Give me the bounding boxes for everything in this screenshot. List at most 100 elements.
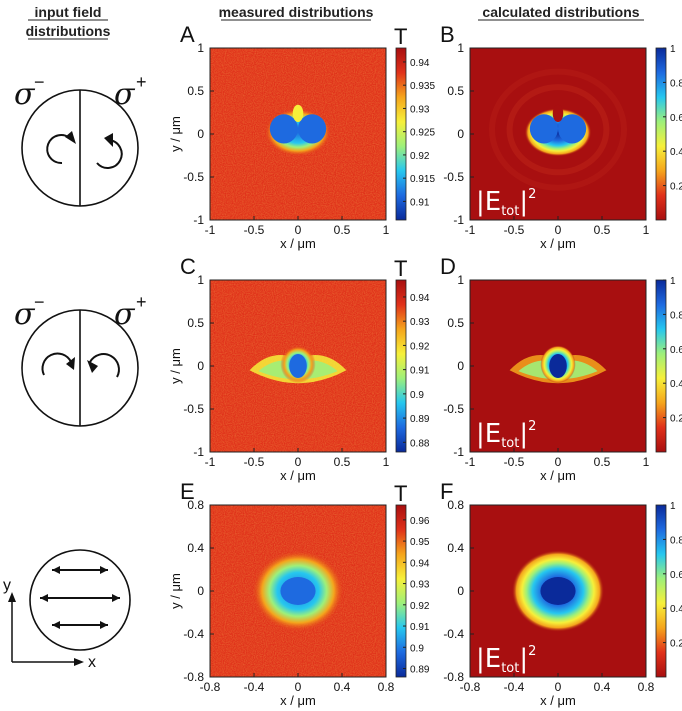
colorbar-tick-label: 0.94 xyxy=(410,293,430,304)
arrowhead-icon xyxy=(52,621,60,629)
colorbar-tick-label: 0.94 xyxy=(410,58,430,69)
x-tick-label: 0.4 xyxy=(334,680,351,694)
x-tick-label: 0 xyxy=(295,223,302,237)
arrowhead-icon xyxy=(65,131,76,144)
y-axis-label: y / μm xyxy=(168,348,183,384)
etot-close: | xyxy=(519,644,528,674)
colorbar-tick-label: 0.92 xyxy=(410,341,430,352)
y-tick-label: 1 xyxy=(457,41,464,55)
x-axis-label: x / μm xyxy=(280,468,316,483)
arrowhead-icon xyxy=(112,594,120,602)
colorbar-tick-label: 0.935 xyxy=(410,81,435,92)
x-tick-label: 0 xyxy=(295,455,302,469)
x-axis-label: x / μm xyxy=(280,236,316,251)
input-header-line2: distributions xyxy=(26,23,111,39)
x-tick-label: -0.4 xyxy=(244,680,265,694)
y-tick-label: -0.5 xyxy=(183,170,204,184)
colorbar-tick-label: 0.6 xyxy=(670,113,682,124)
y-tick-label: -0.8 xyxy=(443,670,464,684)
x-tick-label: 0.8 xyxy=(378,680,395,694)
colorbar-tick-label: 0.92 xyxy=(410,151,430,162)
y-tick-label: -0.8 xyxy=(183,670,204,684)
etot-sub: tot xyxy=(501,436,519,451)
colorbar-tick-label: 0.2 xyxy=(670,414,682,425)
x-tick-label: -0.5 xyxy=(504,455,525,469)
arrowhead-icon xyxy=(100,566,108,574)
etot-annotation: |Etot|2 xyxy=(476,644,536,676)
x-tick-label: 0 xyxy=(555,223,562,237)
y-tick-label: 1 xyxy=(197,273,204,287)
etot-annotation: |Etot|2 xyxy=(476,419,536,451)
spot-core xyxy=(540,577,576,605)
arrowhead-icon xyxy=(8,592,16,602)
colorbar xyxy=(655,279,667,453)
counterclockwise-arrow-icon xyxy=(96,139,123,169)
colorbar-tick-label: 0.96 xyxy=(410,516,430,527)
spot-core xyxy=(280,577,316,605)
panels: A -1 -0.5 0 0.5 1 x / μm 1 0.5 0 -0.5 -1 y / μm 0.94 0… xyxy=(168,22,682,708)
arrowhead-icon xyxy=(66,357,75,370)
colorbar xyxy=(655,504,667,678)
panel-letter: F xyxy=(440,479,453,504)
x-tick-label: -0.8 xyxy=(200,680,221,694)
colorbar-tick-label: 0.91 xyxy=(410,197,430,208)
lobe-left xyxy=(529,114,558,144)
panel-b: B -1 -0.5 0 0.5 1 x / μm 1 0.5 0 -0.5 -1 1 0.8 0.6 0.4 0… xyxy=(440,22,682,251)
colorbar-tick-label: 0.8 xyxy=(670,535,682,546)
colorbar-tick-label: 0.95 xyxy=(410,537,430,548)
y-tick-label: 0 xyxy=(197,584,204,598)
x-tick-label: -1 xyxy=(205,223,216,237)
y-tick-label: -0.5 xyxy=(443,402,464,416)
colorbar-title: T xyxy=(394,481,407,506)
y-tick-label: 0 xyxy=(457,584,464,598)
notch xyxy=(552,104,564,122)
colorbar-tick-label: 0.2 xyxy=(670,182,682,193)
sigma-plus-sup: + xyxy=(136,72,147,92)
colorbar-title: T xyxy=(394,24,407,49)
x-tick-label: 1 xyxy=(383,223,390,237)
heatmap-field xyxy=(210,48,386,220)
y-tick-label: 0.5 xyxy=(187,84,204,98)
colorbar-tick-label: 0.89 xyxy=(410,665,430,676)
etot-main: |E xyxy=(476,644,501,674)
lobe-right xyxy=(558,114,587,144)
input-diagram-1: σ − σ + xyxy=(14,72,147,207)
y-tick-label: 0.5 xyxy=(447,84,464,98)
y-tick-label: 1 xyxy=(457,273,464,287)
y-axis-label: y / μm xyxy=(168,573,183,609)
colorbar-tick-label: 0.8 xyxy=(670,78,682,89)
y-tick-label: 0.5 xyxy=(187,316,204,330)
arrowhead-icon xyxy=(40,594,48,602)
heatmap-field xyxy=(210,280,386,452)
sigma-plus-label: σ xyxy=(114,77,136,112)
sigma-minus-sup: − xyxy=(34,292,45,312)
colorbar-tick-label: 0.2 xyxy=(670,639,682,650)
x-tick-label: 1 xyxy=(643,455,650,469)
arrowhead-icon xyxy=(52,566,60,574)
colorbar xyxy=(395,504,407,678)
colorbar-tick-label: 0.6 xyxy=(670,345,682,356)
colorbar-tick-label: 0.91 xyxy=(410,366,430,377)
y-tick-label: 0.4 xyxy=(447,541,464,555)
colorbar-tick-label: 1 xyxy=(670,501,676,512)
etot-sub: tot xyxy=(501,204,519,219)
input-header-line1: input field xyxy=(35,4,102,20)
etot-sup: 2 xyxy=(528,644,536,659)
x-tick-label: 0 xyxy=(555,455,562,469)
panel-letter: C xyxy=(180,254,196,279)
heatmap-field xyxy=(470,505,646,677)
sigma-plus-sup: + xyxy=(136,292,147,312)
colorbar-tick-label: 0.6 xyxy=(670,570,682,581)
colorbar-tick-label: 0.92 xyxy=(410,601,430,612)
colorbar-tick-label: 0.93 xyxy=(410,580,430,591)
x-tick-label: -0.5 xyxy=(244,455,265,469)
y-tick-label: 1 xyxy=(197,41,204,55)
sigma-minus-sup: − xyxy=(34,72,45,92)
arrowhead-icon xyxy=(100,621,108,629)
etot-main: |E xyxy=(476,419,501,449)
x-tick-label: 0.8 xyxy=(638,680,655,694)
x-tick-label: 0 xyxy=(295,680,302,694)
etot-sup: 2 xyxy=(528,187,536,202)
x-tick-label: -1 xyxy=(205,455,216,469)
